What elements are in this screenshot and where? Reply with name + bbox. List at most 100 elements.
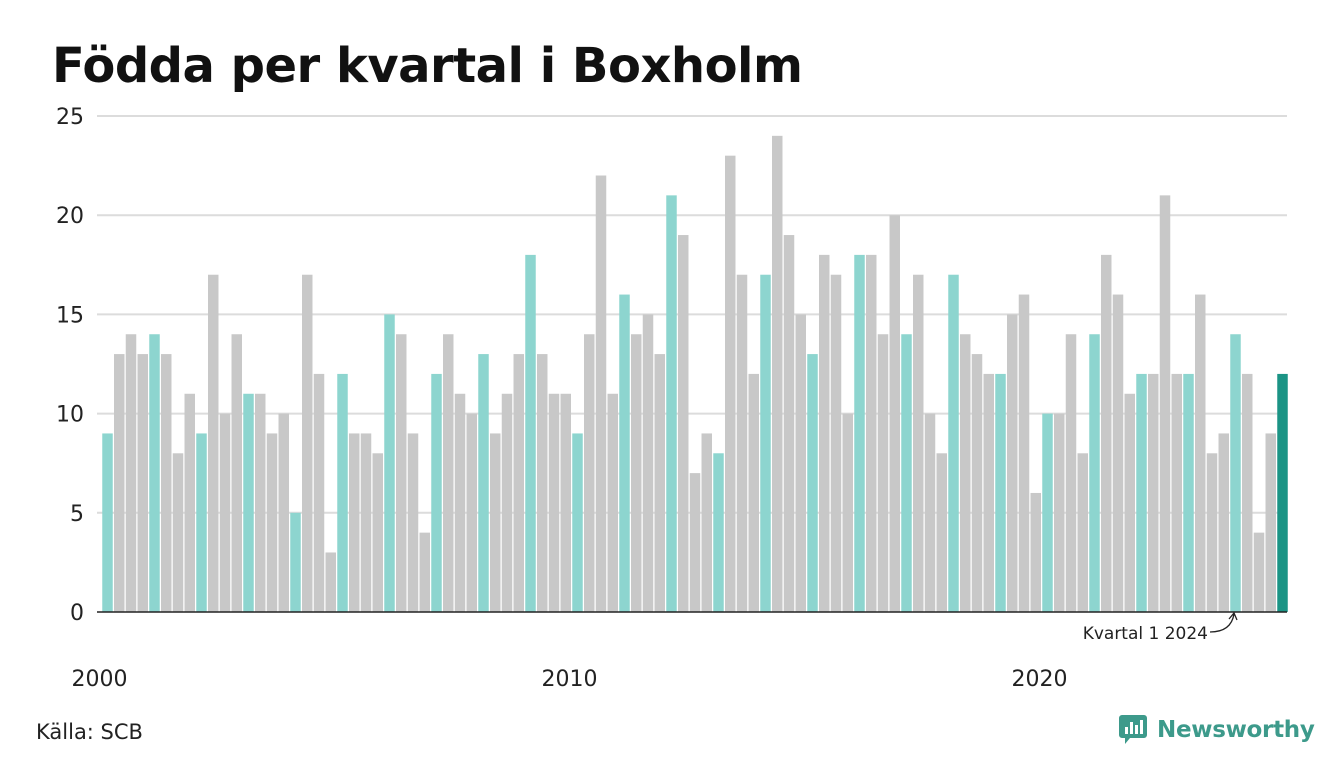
bar (396, 334, 407, 612)
y-axis-ticks: 0 5 10 15 20 25 (56, 105, 84, 626)
bar (1077, 453, 1088, 612)
bar (125, 334, 137, 612)
bar (889, 215, 900, 612)
bar (1171, 373, 1182, 612)
bar (1148, 373, 1159, 612)
bar (219, 413, 231, 612)
bar (654, 354, 665, 612)
x-axis-ticks: 2000 2010 2020 (72, 667, 1068, 692)
bar (525, 254, 536, 612)
bar (372, 453, 383, 612)
bar (713, 453, 724, 612)
bar (936, 453, 947, 612)
x-tick-label: 2000 (72, 667, 128, 692)
bar (313, 373, 325, 612)
bar (466, 413, 477, 612)
annotation-arrow (1209, 611, 1238, 633)
bar (1265, 433, 1276, 612)
bar (184, 393, 195, 612)
bar (1136, 373, 1147, 612)
bar (208, 274, 219, 612)
bar (1183, 373, 1194, 612)
bar (619, 294, 630, 612)
bar (971, 354, 983, 612)
bar (783, 235, 795, 613)
bar (1018, 294, 1030, 612)
bar (501, 393, 513, 612)
bar (243, 393, 254, 612)
bar (760, 274, 771, 612)
bar (960, 334, 971, 612)
bar (1195, 294, 1206, 612)
bar (1253, 532, 1265, 612)
y-tick-label: 0 (70, 601, 84, 626)
bar (924, 413, 936, 612)
bar (631, 334, 642, 612)
bar (584, 334, 595, 612)
bar (666, 195, 677, 613)
bar (772, 135, 783, 612)
bar (137, 354, 148, 612)
newsworthy-logo: Newsworthy (1118, 713, 1315, 747)
bar (1124, 393, 1135, 612)
bar (231, 334, 242, 612)
bar (419, 532, 430, 612)
bar (1042, 413, 1053, 612)
bar (255, 393, 266, 612)
bar (736, 274, 748, 612)
bar (1206, 453, 1218, 612)
bar (513, 354, 524, 612)
bar (102, 433, 113, 612)
bar (842, 413, 853, 612)
bar (983, 373, 994, 612)
x-tick-label: 2020 (1012, 667, 1068, 692)
bar (877, 334, 889, 612)
annotation-label: Kvartal 1 2024 (1083, 624, 1208, 644)
bar (537, 354, 548, 612)
bar (443, 334, 454, 612)
annotation: Kvartal 1 2024 (1083, 611, 1238, 644)
bars (102, 135, 1288, 613)
y-tick-label: 5 (70, 502, 84, 527)
y-tick-label: 20 (56, 204, 84, 229)
bar (560, 393, 571, 612)
bar (901, 334, 912, 612)
bar (360, 433, 372, 612)
source-note: Källa: SCB (36, 720, 143, 744)
bar (607, 393, 618, 612)
bar (830, 274, 842, 612)
y-tick-label: 25 (56, 105, 84, 130)
bar (913, 274, 924, 612)
bar-chart: 0 5 10 15 20 25 2000 2010 2020 Kvartal 1 2024 (56, 105, 1288, 692)
bar (548, 393, 560, 612)
bar (454, 393, 466, 612)
bar (337, 373, 348, 612)
bar (678, 235, 689, 613)
bar (1159, 195, 1171, 613)
bar (478, 354, 489, 612)
bar (689, 473, 701, 612)
bar (1101, 254, 1112, 612)
bar (290, 512, 301, 612)
bar (995, 373, 1006, 612)
bar (807, 354, 818, 612)
bar (302, 274, 313, 612)
bar (748, 373, 759, 612)
bar (1007, 314, 1018, 612)
y-tick-label: 15 (56, 303, 84, 328)
bar (948, 274, 959, 612)
bar (161, 354, 172, 612)
bar (407, 433, 419, 612)
bar (1030, 492, 1041, 612)
bar (325, 552, 336, 612)
bar (595, 175, 607, 612)
bar (266, 433, 278, 612)
bar (701, 433, 712, 612)
bar (1277, 373, 1288, 612)
bar (114, 354, 125, 612)
bar (196, 433, 207, 612)
bar (819, 254, 830, 612)
bar (854, 254, 865, 612)
bar (1054, 413, 1065, 612)
chart-title: Födda per kvartal i Boxholm (52, 38, 803, 94)
